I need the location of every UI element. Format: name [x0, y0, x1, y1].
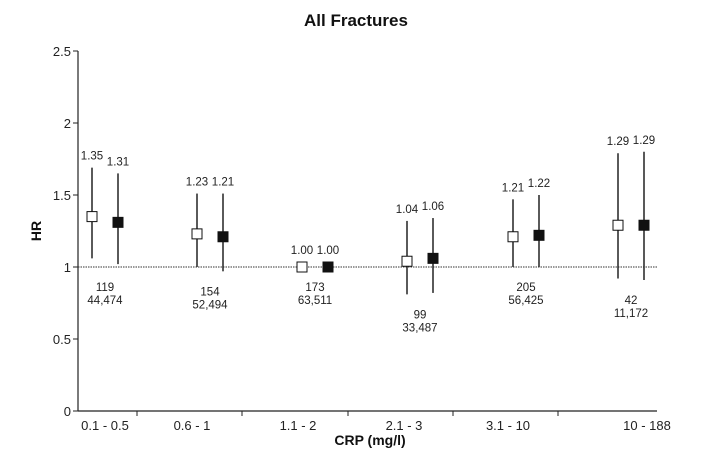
open-square-marker [507, 231, 519, 243]
open-square-marker [612, 219, 624, 231]
hr-value-label: 1.21 [212, 177, 234, 189]
hr-value-label: 1.00 [291, 245, 313, 257]
open-square-marker [191, 228, 203, 240]
events-count-label: 99 [414, 309, 427, 321]
hr-value-label: 1.22 [528, 178, 550, 190]
hr-value-label: 1.23 [186, 177, 208, 189]
hr-value-label: 1.31 [107, 156, 129, 168]
y-tick-label: 1.5 [53, 188, 71, 203]
filled-square-marker [322, 261, 334, 273]
y-tick-label: 0.5 [53, 332, 71, 347]
x-tick-label: 3.1 - 10 [486, 418, 530, 433]
filled-square-marker [533, 229, 545, 241]
x-tick-label: 10 - 188 [623, 418, 671, 433]
events-count-label: 42 [625, 295, 638, 307]
participants-count-label: 44,474 [87, 295, 123, 307]
open-square-marker [296, 261, 308, 273]
filled-square-marker [427, 252, 439, 264]
y-tick-label: 2 [64, 116, 71, 131]
participants-count-label: 56,425 [508, 295, 543, 307]
x-tick-label: 0.6 - 1 [174, 418, 211, 433]
y-axis-label: HR [28, 221, 44, 241]
events-count-label: 173 [305, 282, 324, 294]
events-count-label: 205 [516, 282, 535, 294]
hr-value-label: 1.00 [317, 245, 339, 257]
hr-value-label: 1.21 [502, 182, 524, 194]
events-count-label: 154 [200, 286, 220, 298]
x-axis-label: CRP (mg/l) [334, 432, 405, 448]
hr-value-label: 1.29 [607, 136, 629, 148]
x-tick-label: 0.1 - 0.5 [81, 418, 129, 433]
y-tick-label: 2.5 [53, 44, 71, 59]
filled-square-marker [638, 219, 650, 231]
participants-count-label: 63,511 [298, 295, 332, 307]
chart-title: All Fractures [304, 11, 408, 30]
hr-value-label: 1.29 [633, 135, 655, 147]
x-tick-label: 2.1 - 3 [386, 418, 423, 433]
participants-count-label: 11,172 [614, 308, 648, 320]
participants-count-label: 52,494 [192, 299, 228, 311]
filled-square-marker [112, 216, 124, 228]
open-square-marker [401, 255, 413, 267]
hr-value-label: 1.35 [81, 151, 103, 163]
y-tick-label: 1 [64, 260, 71, 275]
y-tick-label: 0 [64, 404, 71, 419]
hr-value-label: 1.06 [422, 201, 444, 213]
filled-square-marker [217, 231, 229, 243]
x-tick-label: 1.1 - 2 [280, 418, 317, 433]
open-square-marker [86, 211, 98, 223]
hr-value-label: 1.04 [396, 204, 419, 216]
events-count-label: 119 [96, 282, 114, 294]
participants-count-label: 33,487 [402, 322, 437, 334]
